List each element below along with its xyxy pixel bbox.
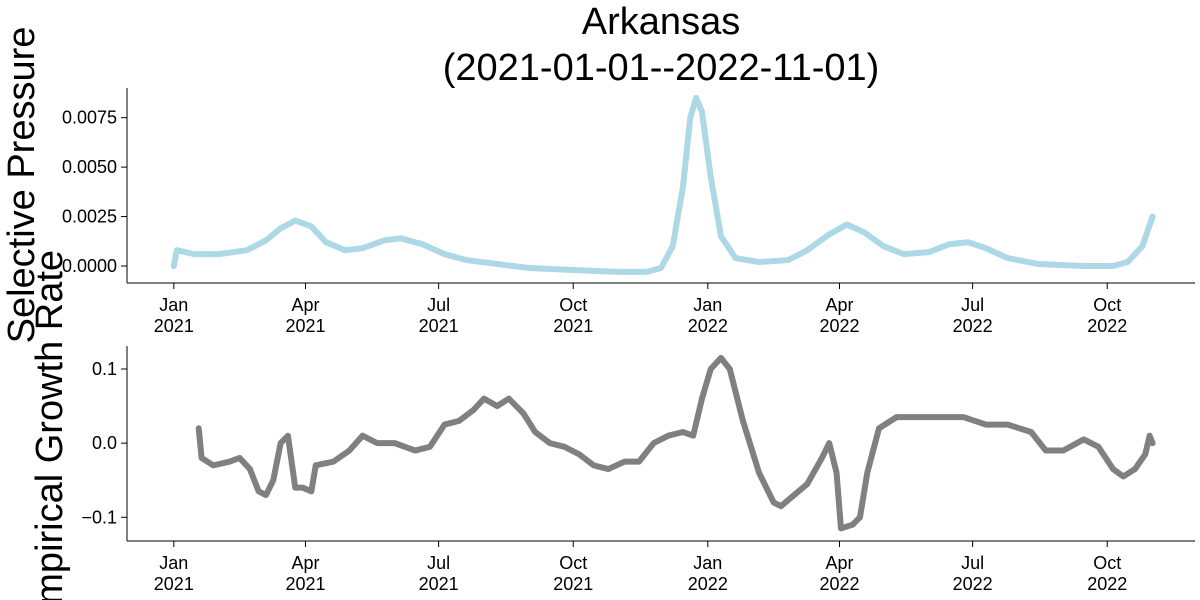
x-tick-label: Oct bbox=[559, 553, 587, 573]
y-tick-label: 0.0 bbox=[92, 433, 117, 453]
x-tick-label: Jul bbox=[427, 295, 450, 315]
x-tick-label: Jan bbox=[693, 295, 722, 315]
x-tick-label: Oct bbox=[1093, 553, 1121, 573]
y-axis-label: Empirical Growth Rate bbox=[29, 250, 71, 600]
x-tick-label: 2021 bbox=[553, 316, 593, 336]
x-tick-label: Jul bbox=[427, 553, 450, 573]
y-tick-label: 0.0000 bbox=[62, 256, 117, 276]
x-tick-label: 2021 bbox=[154, 316, 194, 336]
x-tick-label: Jan bbox=[693, 553, 722, 573]
x-tick-label: 2022 bbox=[1087, 316, 1127, 336]
x-tick-label: Oct bbox=[559, 295, 587, 315]
y-tick-label: 0.1 bbox=[92, 359, 117, 379]
x-tick-label: Jan bbox=[159, 295, 188, 315]
x-tick-label: 2022 bbox=[1087, 574, 1127, 594]
data-line bbox=[195, 354, 1156, 532]
y-axis-label: Selective Pressure bbox=[1, 27, 43, 344]
x-tick-label: Apr bbox=[291, 553, 319, 573]
x-tick-label: 2021 bbox=[154, 574, 194, 594]
x-tick-label: 2022 bbox=[953, 316, 993, 336]
y-tick-label: −0.1 bbox=[81, 507, 117, 527]
x-tick-label: 2021 bbox=[285, 316, 325, 336]
x-tick-label: 2022 bbox=[953, 574, 993, 594]
x-tick-label: Oct bbox=[1093, 295, 1121, 315]
x-tick-label: 2022 bbox=[688, 574, 728, 594]
chart-subtitle: (2021-01-01--2022-11-01) bbox=[443, 47, 880, 89]
x-tick-label: 2022 bbox=[819, 316, 859, 336]
x-tick-label: 2021 bbox=[285, 574, 325, 594]
x-tick-label: Apr bbox=[825, 553, 853, 573]
y-tick-label: 0.0075 bbox=[62, 108, 117, 128]
x-tick-label: 2021 bbox=[419, 574, 459, 594]
x-tick-label: 2021 bbox=[419, 316, 459, 336]
x-tick-label: Apr bbox=[825, 295, 853, 315]
x-tick-label: 2022 bbox=[688, 316, 728, 336]
x-tick-label: Jul bbox=[961, 295, 984, 315]
x-tick-label: Jul bbox=[961, 553, 984, 573]
x-tick-label: 2022 bbox=[819, 574, 859, 594]
y-tick-label: 0.0025 bbox=[62, 207, 117, 227]
x-tick-label: Apr bbox=[291, 295, 319, 315]
x-tick-label: 2021 bbox=[553, 574, 593, 594]
x-tick-label: Jan bbox=[159, 553, 188, 573]
y-tick-label: 0.0050 bbox=[62, 157, 117, 177]
chart-title: Arkansas bbox=[582, 1, 740, 43]
data-line bbox=[170, 94, 1156, 275]
